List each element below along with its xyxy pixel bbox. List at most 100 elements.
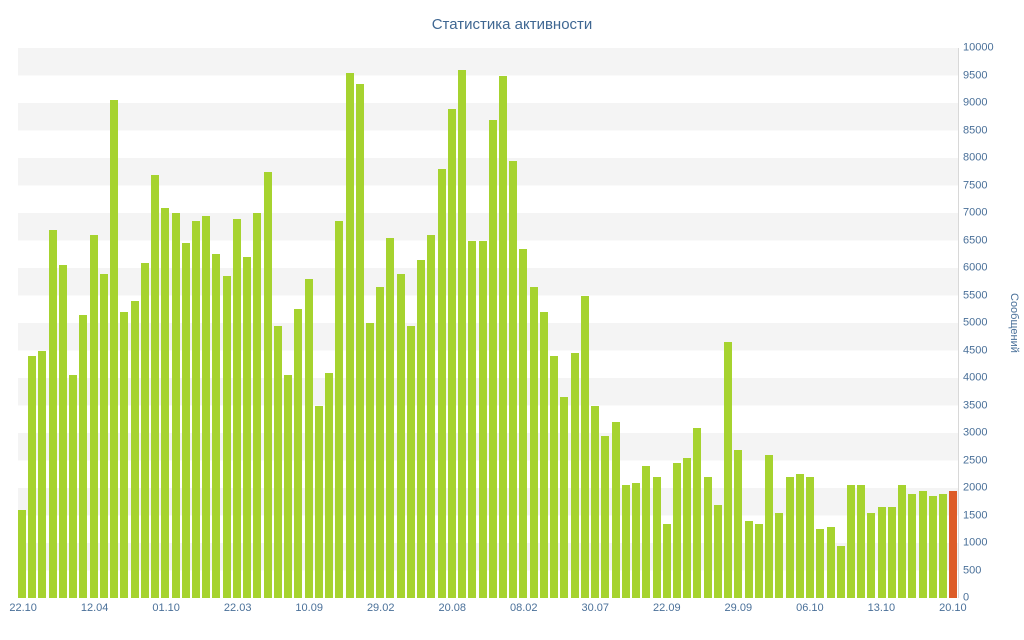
bar[interactable]	[816, 529, 825, 598]
bar[interactable]	[673, 463, 681, 598]
bar[interactable]	[38, 350, 47, 598]
bar[interactable]	[693, 427, 702, 598]
bar[interactable]	[58, 265, 67, 598]
bar[interactable]	[447, 108, 456, 598]
bar[interactable]	[417, 259, 426, 598]
bar[interactable]	[458, 70, 467, 598]
bar[interactable]	[775, 512, 784, 598]
bar[interactable]	[857, 485, 866, 598]
bar[interactable]	[69, 375, 78, 598]
bar[interactable]	[887, 507, 896, 598]
bar[interactable]	[232, 218, 241, 598]
bar[interactable]	[652, 477, 661, 598]
y-tick-label: 10000	[963, 41, 994, 54]
bar[interactable]	[437, 169, 446, 598]
bar[interactable]	[253, 213, 262, 598]
bar[interactable]	[365, 323, 374, 598]
bar[interactable]	[110, 100, 119, 598]
bar[interactable]	[212, 254, 221, 598]
bar[interactable]	[519, 248, 528, 598]
bar[interactable]	[284, 375, 293, 598]
bar[interactable]	[918, 490, 927, 598]
bar[interactable]	[120, 312, 129, 598]
bar[interactable]	[703, 477, 712, 598]
bar[interactable]	[273, 325, 282, 598]
bar[interactable]	[836, 545, 845, 598]
bar[interactable]	[509, 160, 518, 598]
bar[interactable]	[499, 75, 508, 598]
bar[interactable]	[846, 485, 855, 598]
bar[interactable]	[191, 221, 200, 598]
bar[interactable]	[396, 273, 405, 598]
bar[interactable]	[529, 287, 538, 598]
bar[interactable]	[591, 405, 600, 598]
bar[interactable]	[345, 72, 354, 598]
bar[interactable]	[744, 521, 753, 598]
bar[interactable]	[294, 309, 303, 598]
bar[interactable]	[908, 493, 917, 598]
bar[interactable]	[488, 119, 497, 598]
bar[interactable]	[28, 356, 37, 598]
bar[interactable]	[314, 405, 323, 598]
bar[interactable]	[243, 257, 252, 598]
x-tick-label: 01.10	[152, 602, 180, 614]
bar[interactable]	[130, 301, 139, 598]
bar[interactable]	[386, 237, 395, 598]
bar[interactable]	[79, 314, 88, 598]
bar[interactable]	[140, 262, 149, 598]
y-tick-label: 3500	[963, 399, 988, 411]
bar[interactable]	[580, 295, 589, 598]
bar[interactable]	[724, 342, 733, 598]
bar[interactable]	[99, 273, 108, 598]
plot-area	[18, 48, 959, 598]
bar[interactable]	[171, 213, 180, 598]
bar[interactable]	[48, 229, 57, 598]
bar[interactable]	[826, 526, 835, 598]
bar[interactable]	[376, 287, 385, 598]
bar[interactable]	[550, 356, 559, 598]
y-tick-label: 6000	[963, 261, 988, 274]
bar[interactable]	[877, 507, 886, 598]
bar[interactable]	[642, 466, 651, 598]
bar[interactable]	[765, 455, 774, 598]
bar[interactable]	[754, 523, 763, 598]
bar[interactable]	[304, 279, 313, 598]
bar[interactable]	[570, 353, 579, 598]
bar-highlighted[interactable]	[949, 490, 958, 598]
bar[interactable]	[406, 325, 415, 598]
bar[interactable]	[683, 457, 692, 598]
bar[interactable]	[939, 493, 948, 598]
bar[interactable]	[355, 83, 364, 598]
bar[interactable]	[18, 510, 26, 598]
x-tick-label: 30.07	[581, 602, 610, 614]
bar[interactable]	[713, 504, 722, 598]
bar[interactable]	[151, 174, 160, 598]
bar[interactable]	[785, 477, 794, 598]
bar[interactable]	[611, 422, 620, 598]
bar[interactable]	[734, 449, 743, 598]
bar[interactable]	[662, 523, 671, 598]
bar[interactable]	[263, 171, 272, 598]
y-tick-label: 1000	[963, 536, 988, 549]
bar[interactable]	[335, 221, 344, 598]
bar[interactable]	[560, 397, 569, 598]
bar[interactable]	[161, 207, 170, 598]
bar[interactable]	[468, 240, 477, 598]
bar[interactable]	[202, 215, 211, 598]
bar[interactable]	[539, 312, 548, 598]
bar[interactable]	[867, 512, 876, 598]
bar[interactable]	[478, 240, 487, 598]
bar[interactable]	[181, 243, 190, 598]
bar[interactable]	[427, 235, 436, 598]
bar[interactable]	[795, 474, 804, 598]
bar[interactable]	[621, 485, 630, 598]
bar[interactable]	[806, 477, 815, 598]
bar[interactable]	[222, 276, 231, 598]
bar[interactable]	[632, 482, 641, 598]
bar[interactable]	[898, 485, 907, 598]
bar[interactable]	[928, 496, 937, 598]
bar[interactable]	[89, 235, 98, 598]
x-tick-label: 20.10	[939, 602, 967, 614]
bar[interactable]	[601, 435, 610, 598]
bar[interactable]	[325, 372, 334, 598]
